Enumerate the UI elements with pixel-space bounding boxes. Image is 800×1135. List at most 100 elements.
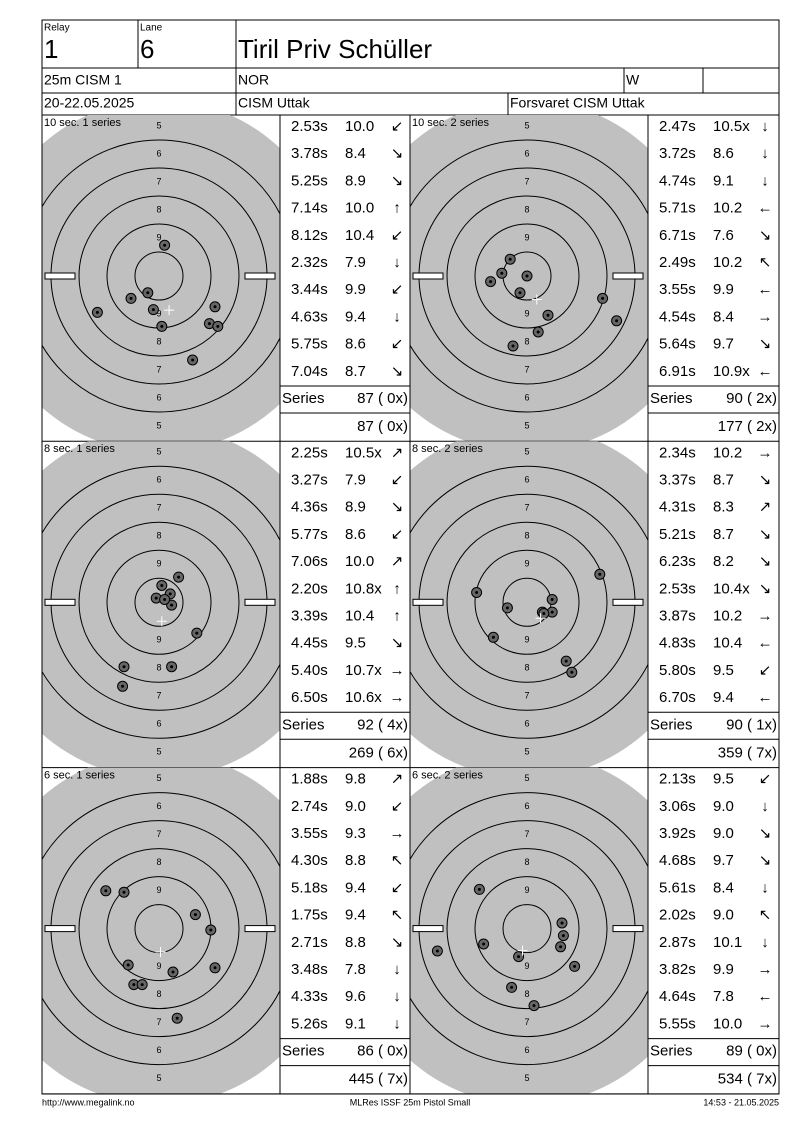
ring [410, 139, 648, 413]
shot-score: 10.2 [713, 607, 742, 624]
shot-time: 6.71s [659, 227, 696, 244]
shot-time: 5.75s [291, 336, 328, 353]
shot-direction: ↘ [391, 635, 404, 652]
shot-score: 10.6x [345, 689, 382, 706]
shot-score: 10.0 [345, 200, 374, 217]
ring-label: 8 [524, 204, 529, 214]
ring [106, 549, 212, 655]
ring-label: 6 [156, 719, 161, 729]
shot-time: 4.74s [659, 172, 696, 189]
shot-center [216, 324, 220, 328]
ring [78, 195, 240, 357]
ring-label: 5 [524, 447, 529, 457]
shot-direction: → [758, 607, 773, 624]
shot-score: 9.4 [345, 907, 366, 924]
shot-center [191, 358, 195, 362]
target: 9 9 8 8 7 7 6 6 5 5 [42, 441, 280, 768]
ring [502, 904, 552, 954]
ring-label: 7 [524, 176, 529, 186]
running-total: 359 ( 7x) [718, 744, 777, 761]
ring-label: 7 [524, 1017, 529, 1027]
series-label: Series [650, 716, 693, 733]
series-panel: 9 9 8 8 7 7 6 6 5 5 8 sec. 2 series 2.34s 10.2 → 3.37s… [409, 441, 779, 769]
shot-center [163, 598, 167, 601]
target-marker [244, 272, 276, 280]
shot-score: 7.6 [713, 227, 734, 244]
ring-label: 6 [524, 801, 529, 811]
footer-timestamp: 14:53 - 21.05.2025 [703, 1097, 779, 1107]
shot-score: 9.4 [713, 689, 734, 706]
shot-center [508, 257, 512, 261]
series-score: 89 ( 0x) [726, 1043, 777, 1060]
ring-label: 5 [156, 420, 161, 430]
gender: W [626, 72, 640, 88]
shot-score: 9.3 [345, 825, 366, 842]
series-score: 90 ( 2x) [726, 390, 777, 407]
shot-score: 10.4 [345, 607, 374, 624]
series-score: 90 ( 1x) [726, 716, 777, 733]
shot-direction: ↘ [759, 526, 772, 543]
shot-direction: ↙ [391, 118, 404, 135]
shot-score: 9.7 [713, 336, 734, 353]
target-face [410, 767, 648, 1094]
shot-time: 2.02s [659, 907, 696, 924]
shot-center [489, 280, 493, 284]
shot-direction: ↑ [393, 580, 401, 597]
ring-label: 7 [524, 829, 529, 839]
nation: NOR [238, 72, 269, 88]
shot-time: 4.45s [291, 635, 328, 652]
ring [474, 549, 580, 655]
shot-direction: ↖ [391, 907, 404, 924]
shot-direction: → [758, 308, 773, 325]
group-center [156, 616, 167, 627]
shot-direction: ↗ [759, 499, 772, 516]
shot-center [570, 670, 574, 674]
ring-label: 6 [524, 1045, 529, 1055]
shot-direction: ← [758, 363, 773, 380]
shot-direction: ↙ [391, 471, 404, 488]
shot-direction: ↘ [759, 852, 772, 869]
ring-label: 8 [524, 989, 529, 999]
shot-center [177, 575, 181, 579]
shot-direction: ↙ [391, 336, 404, 353]
shot-score: 10.0 [345, 118, 374, 135]
shot-score: 9.0 [713, 907, 734, 924]
target-marker [412, 925, 444, 933]
shot-center [213, 305, 217, 309]
shot-direction: ↓ [761, 172, 769, 189]
dates: 20-22.05.2025 [44, 95, 135, 111]
shot-score: 10.2 [713, 200, 742, 217]
series-panel: 9 9 8 8 7 7 6 6 5 5 6 sec. 1 series 1.88s 9.8 ↗ 2.74s 9… [41, 767, 410, 1095]
shot-center [151, 308, 155, 312]
target: 9 9 8 8 7 7 6 6 5 5 [410, 441, 648, 768]
shot-time: 1.88s [291, 771, 328, 788]
ring-label: 9 [524, 559, 529, 569]
shot-center [615, 319, 619, 323]
shot-direction: ↘ [391, 145, 404, 162]
ring-label: 7 [524, 691, 529, 701]
shot-time: 5.61s [659, 879, 696, 896]
shot-time: 5.77s [291, 526, 328, 543]
shot-time: 7.14s [291, 200, 328, 217]
shot-score: 7.9 [345, 254, 366, 271]
shot-time: 4.63s [291, 308, 328, 325]
shot-center [482, 942, 486, 946]
series-label: Series [282, 1043, 325, 1060]
group-center [517, 945, 528, 956]
ring [446, 195, 608, 357]
ring-label: 9 [524, 232, 529, 242]
ring [446, 521, 608, 683]
target-marker [412, 598, 444, 606]
shot-score: 8.9 [345, 172, 366, 189]
ring-label: 6 [156, 801, 161, 811]
shot-score: 9.1 [345, 1015, 366, 1032]
ring-label: 8 [524, 857, 529, 867]
group-center [155, 946, 166, 957]
shot-direction: ↓ [761, 798, 769, 815]
ring-label: 9 [524, 308, 529, 318]
target-marker [44, 598, 76, 606]
shot-center [209, 928, 213, 932]
target-marker [244, 598, 276, 606]
shot-direction: ↘ [391, 934, 404, 951]
shot-time: 3.06s [659, 798, 696, 815]
